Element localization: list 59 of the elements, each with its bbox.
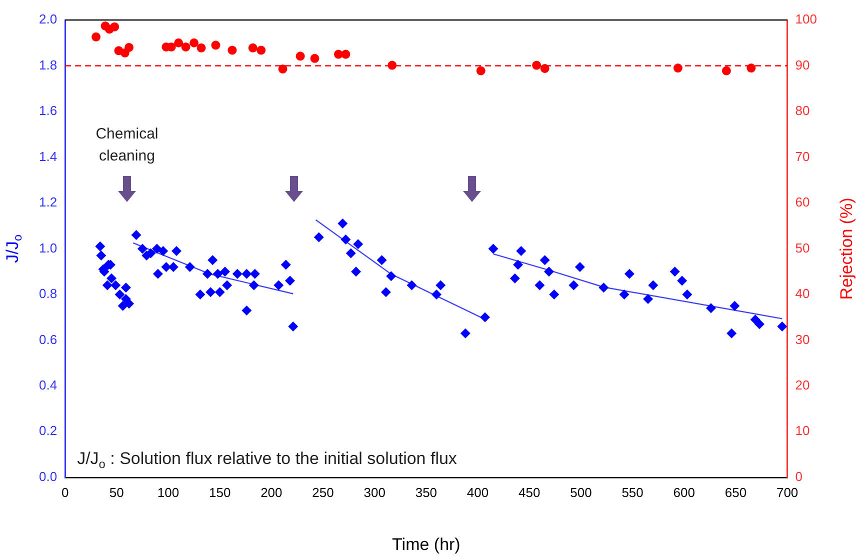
point xyxy=(256,46,266,55)
point xyxy=(540,64,550,73)
point xyxy=(196,43,206,52)
y-tick-label: 0.8 xyxy=(38,286,58,302)
y2-axis-title: Rejection (%) xyxy=(837,198,856,300)
y-tick-label: 0.0 xyxy=(38,468,58,484)
point xyxy=(190,38,199,48)
x-tick-label: 150 xyxy=(208,484,231,500)
point xyxy=(110,22,120,32)
y-tick-label: 0.6 xyxy=(38,332,58,347)
y2-tick-label: 50 xyxy=(795,240,810,256)
point xyxy=(722,66,731,76)
y-tick-label: 0.2 xyxy=(38,423,58,438)
y-tick-label: 1.4 xyxy=(38,148,58,164)
annotation: Chemical cleaning xyxy=(96,125,158,164)
x-tick-label: 250 xyxy=(312,484,334,500)
y2-tick-label: 40 xyxy=(795,286,810,302)
y2-tick-label: 0 xyxy=(795,468,803,484)
y2-tick-label: 80 xyxy=(795,103,810,118)
point xyxy=(124,42,134,52)
y-tick-label: 0.4 xyxy=(38,378,58,392)
y2-tick-label: 30 xyxy=(795,332,810,347)
point xyxy=(278,64,288,74)
x-tick-label: 200 xyxy=(260,484,282,500)
y-tick-label: 1.6 xyxy=(38,103,58,118)
y-tick-label: 1.2 xyxy=(38,194,58,210)
y2-tick-label: 10 xyxy=(795,423,810,438)
x-axis-title: Time (hr) xyxy=(392,535,460,554)
x-tick-label: 0 xyxy=(61,484,69,500)
point xyxy=(341,50,350,59)
point xyxy=(248,43,258,52)
x-tick-label: 300 xyxy=(364,484,386,500)
y2-tick-label: 20 xyxy=(795,378,810,392)
x-tick-label: 450 xyxy=(518,484,540,500)
point xyxy=(174,38,184,48)
x-tick-label: 500 xyxy=(570,484,592,500)
x-tick-label: 100 xyxy=(157,484,180,500)
y-tick-label: 2.0 xyxy=(38,12,58,27)
point xyxy=(228,46,237,55)
y2-tick-label: 90 xyxy=(795,57,810,72)
x-tick-label: 400 xyxy=(466,484,489,500)
point xyxy=(476,66,486,76)
x-tick-label: 350 xyxy=(415,484,438,500)
x-tick-label: 600 xyxy=(673,484,695,500)
x-tick-label: 700 xyxy=(776,484,798,500)
point xyxy=(92,32,101,42)
y-axis-title: J/Jo xyxy=(2,234,24,263)
x-tick-label: 550 xyxy=(622,484,644,500)
y2-tick-label: 60 xyxy=(795,194,810,210)
point xyxy=(296,52,305,61)
y2-tick-label: 100 xyxy=(795,12,818,27)
y2-tick-label: 70 xyxy=(795,148,810,164)
point xyxy=(211,40,220,50)
x-tick-label: 50 xyxy=(109,484,124,500)
point xyxy=(181,42,190,52)
x-tick-label: 650 xyxy=(724,484,747,500)
y-tick-label: 1.8 xyxy=(38,57,58,72)
point xyxy=(310,54,320,63)
y-tick-label: 1.0 xyxy=(38,240,58,256)
